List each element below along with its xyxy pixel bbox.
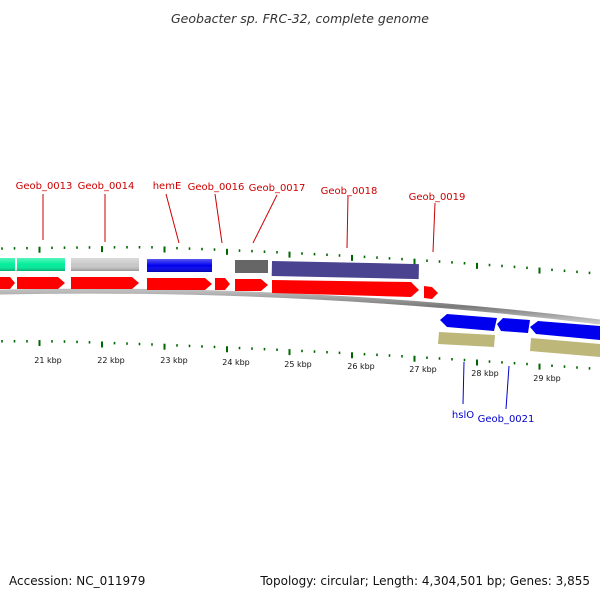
cds-arrow[interactable] — [147, 278, 212, 290]
cds-arrow[interactable] — [17, 277, 65, 289]
tick-track-top — [1, 246, 591, 275]
label-hslo[interactable]: hslO — [452, 410, 474, 421]
label-heme[interactable]: hemE — [153, 181, 182, 192]
cds-arrow[interactable] — [0, 277, 15, 289]
kbp-label: 29 kbp — [533, 374, 561, 383]
gene-hslo-arrow[interactable] — [440, 314, 497, 331]
kbp-label: 28 kbp — [471, 369, 499, 378]
cds-arrow[interactable] — [235, 279, 268, 291]
label-geob-0016[interactable]: Geob_0016 — [188, 182, 245, 193]
kbp-label: 25 kbp — [284, 360, 312, 369]
genome-backbone — [0, 288, 600, 325]
label-geob-0018[interactable]: Geob_0018 — [321, 186, 378, 197]
kbp-label: 27 kbp — [409, 365, 437, 374]
cds-arrow[interactable] — [424, 286, 438, 299]
shade-overlay — [0, 258, 65, 271]
shade-overlay — [71, 258, 139, 271]
kbp-label: 24 kbp — [222, 358, 250, 367]
shade-overlay — [147, 259, 212, 272]
label-geob-0017[interactable]: Geob_0017 — [249, 183, 306, 194]
cds-arrow[interactable] — [215, 278, 230, 290]
label-geob-0021[interactable]: Geob_0021 — [478, 414, 535, 425]
leader-lines-top — [42, 193, 436, 253]
genome-summary-text: Topology: circular; Length: 4,304,501 bp… — [260, 574, 590, 588]
label-geob-0013[interactable]: Geob_0013 — [16, 181, 73, 192]
tick-track-bottom — [1, 340, 591, 370]
map-title: Geobacter sp. FRC-32, complete genome — [171, 11, 429, 26]
gene-geob-0016-box[interactable] — [235, 260, 268, 273]
gene-hslo-box[interactable] — [438, 332, 495, 347]
gene-next-arrow[interactable] — [530, 321, 600, 340]
kbp-label: 23 kbp — [160, 356, 188, 365]
feature-lane-lower — [438, 314, 600, 357]
cds-arrow[interactable] — [71, 277, 139, 289]
accession-text: Accession: NC_011979 — [9, 574, 146, 588]
label-geob-0019[interactable]: Geob_0019 — [409, 192, 466, 203]
gene-khaki-box[interactable] — [530, 338, 600, 357]
cds-arrow[interactable] — [272, 280, 419, 297]
leader-lines-bottom — [462, 361, 510, 410]
feature-lane-upper — [0, 258, 419, 280]
gene-geob-0021-arrow[interactable] — [497, 318, 530, 333]
cds-lane — [0, 277, 438, 299]
kbp-label: 26 kbp — [347, 362, 375, 371]
label-geob-0014[interactable]: Geob_0014 — [78, 181, 135, 192]
kbp-label: 22 kbp — [97, 356, 125, 365]
kbp-label: 21 kbp — [34, 356, 62, 365]
gene-geob-0018-box[interactable] — [271, 261, 419, 280]
